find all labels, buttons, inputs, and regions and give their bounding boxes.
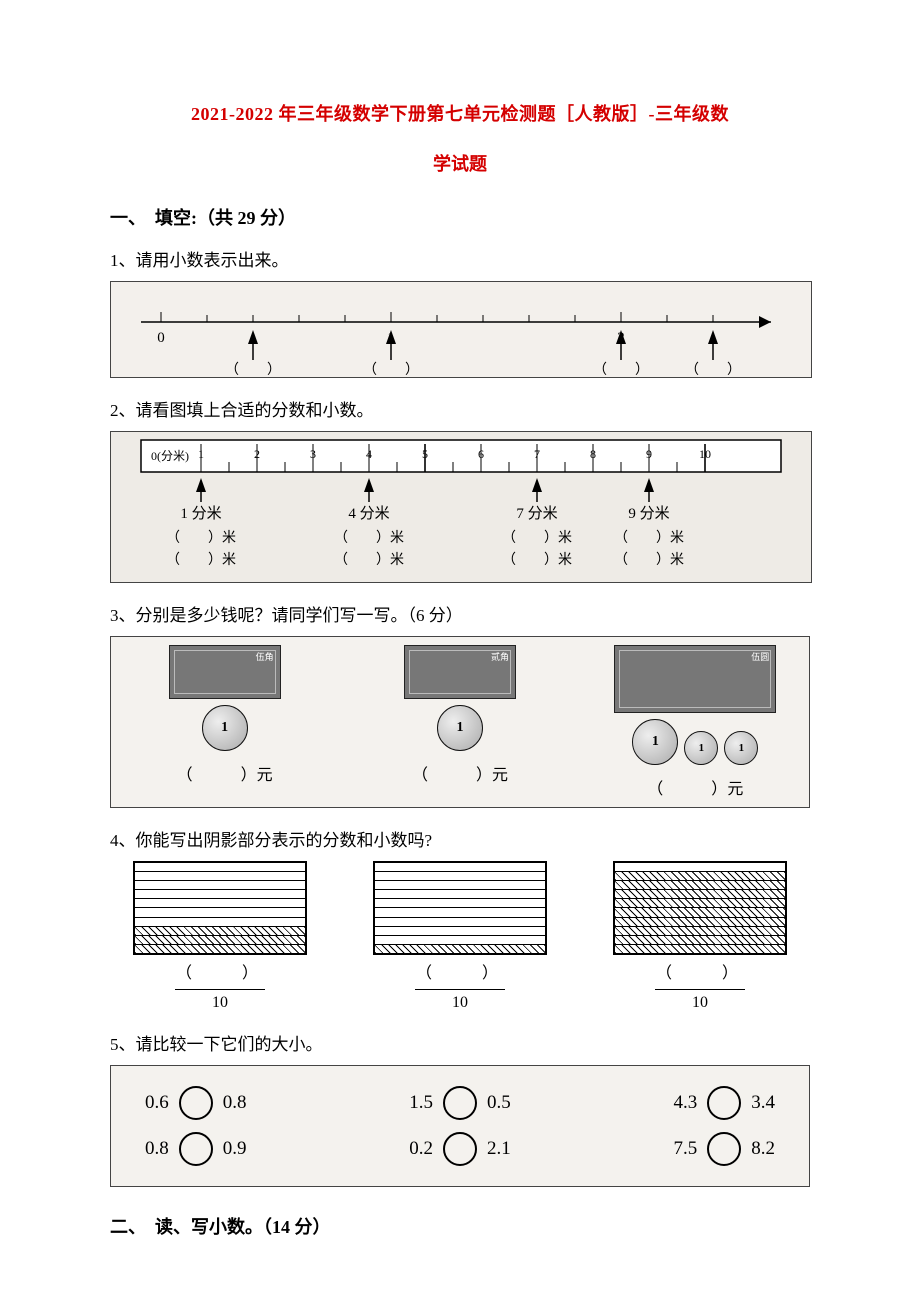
coin-1yuan: 1 — [437, 705, 483, 751]
q1-text: 1、请用小数表示出来。 — [110, 246, 810, 271]
svg-text:（ ）: （ ） — [593, 362, 649, 378]
coin-1yuan: 1 — [202, 705, 248, 751]
q4-text: 4、你能写出阴影部分表示的分数和小数吗? — [110, 826, 810, 851]
q1-figure: {"x0":50,"unit":230} 0 1 2 — [110, 281, 810, 378]
compare-circle[interactable] — [707, 1132, 741, 1166]
svg-text:（ ）米: （ ）米 — [334, 552, 404, 568]
q2-text: 2、请看图填上合适的分数和小数。 — [110, 396, 810, 421]
q3-blank-2: （ ）元 — [647, 775, 743, 799]
svg-text:（ ）米: （ ）米 — [614, 552, 684, 568]
q5-row-1: 0.80.9 0.22.1 7.58.2 — [115, 1132, 805, 1166]
q5-compare-0-2: 4.33.4 — [674, 1086, 776, 1120]
q5-text: 5、请比较一下它们的大小。 — [110, 1030, 810, 1055]
svg-text:（ ）米: （ ）米 — [614, 530, 684, 546]
svg-text:（ ）米: （ ）米 — [334, 530, 404, 546]
svg-text:（ ）米: （ ）米 — [166, 530, 236, 546]
svg-text:1 分米: 1 分米 — [180, 505, 221, 522]
svg-text:4 分米: 4 分米 — [348, 505, 389, 522]
coin-1jiao: 1 — [724, 731, 758, 765]
svg-text:3: 3 — [310, 447, 316, 461]
q4-item-1: （ ）10 — [350, 861, 570, 1012]
svg-text:（ ）: （ ） — [685, 362, 741, 378]
compare-circle[interactable] — [179, 1086, 213, 1120]
svg-text:6: 6 — [478, 447, 484, 461]
doc-title-line1: 2021-2022 年三年级数学下册第七单元检测题［人教版］-三年级数 — [110, 100, 810, 126]
q3-blank-1: （ ）元 — [412, 761, 508, 785]
q3-blank-0: （ ）元 — [177, 761, 273, 785]
coin-1yuan: 1 — [632, 719, 678, 765]
q3-text: 3、分别是多少钱呢？请同学们写一写。（6 分） — [110, 601, 810, 626]
q1-tick-0: 0 — [157, 330, 165, 346]
svg-text:5: 5 — [422, 447, 428, 461]
compare-circle[interactable] — [179, 1132, 213, 1166]
q5-compare-0-1: 1.50.5 — [409, 1086, 511, 1120]
section-1-head: 一、 填空:（共 29 分） — [110, 204, 810, 230]
q5-compare-0-0: 0.60.8 — [145, 1086, 247, 1120]
q5-compare-1-0: 0.80.9 — [145, 1132, 247, 1166]
bill-2jiao: 贰角 — [404, 645, 516, 699]
q2-ruler-zero: 0(分米) — [151, 449, 189, 463]
coin-1jiao: 1 — [684, 731, 718, 765]
q5-figure: 0.60.8 1.50.5 4.33.4 0.80.9 0.22.1 7.58.2 — [110, 1065, 810, 1187]
svg-text:7: 7 — [534, 447, 540, 461]
svg-text:2: 2 — [254, 447, 260, 461]
bill-5jiao: 伍角 — [169, 645, 281, 699]
svg-text:9: 9 — [646, 447, 652, 461]
compare-circle[interactable] — [443, 1086, 477, 1120]
compare-circle[interactable] — [443, 1132, 477, 1166]
bill-5yuan: 伍圆 — [614, 645, 776, 713]
svg-text:1: 1 — [198, 447, 204, 461]
q3-row: 伍角 1 （ ）元 贰角 1 （ ）元 伍圆 1 1 1 — [110, 636, 810, 808]
q4-item-2: （ ）10 — [590, 861, 810, 1012]
q4-row: （ ）10（ ）10（ ）10 — [110, 861, 810, 1012]
q5-row-0: 0.60.8 1.50.5 4.33.4 — [115, 1086, 805, 1120]
svg-text:9 分米: 9 分米 — [628, 505, 669, 522]
compare-circle[interactable] — [707, 1086, 741, 1120]
q4-item-0: （ ）10 — [110, 861, 330, 1012]
q5-compare-1-2: 7.58.2 — [674, 1132, 776, 1166]
q5-compare-1-1: 0.22.1 — [409, 1132, 511, 1166]
q3-item-2: 伍圆 1 1 1 （ ）元 — [588, 645, 803, 799]
q2-figure: 0(分米) 1 2 3 4 5 6 7 8 9 10 1 分米 （ ）米 （ ）米 4 分米 （ ）米 （ ）… — [110, 431, 810, 583]
svg-text:（ ）米: （ ）米 — [502, 530, 572, 546]
section-2-head: 二、 读、写小数。（14 分） — [110, 1213, 810, 1239]
svg-text:10: 10 — [699, 447, 711, 461]
q3-item-0: 伍角 1 （ ）元 — [117, 645, 332, 799]
svg-text:8: 8 — [590, 447, 596, 461]
svg-text:（ ）米: （ ）米 — [166, 552, 236, 568]
svg-text:（ ）: （ ） — [363, 362, 419, 378]
svg-text:（ ）: （ ） — [225, 362, 281, 378]
svg-text:4: 4 — [366, 447, 372, 461]
svg-text:（ ）米: （ ）米 — [502, 552, 572, 568]
svg-text:7 分米: 7 分米 — [516, 505, 557, 522]
doc-title-line2: 学试题 — [110, 150, 810, 176]
q3-item-1: 贰角 1 （ ）元 — [352, 645, 567, 799]
